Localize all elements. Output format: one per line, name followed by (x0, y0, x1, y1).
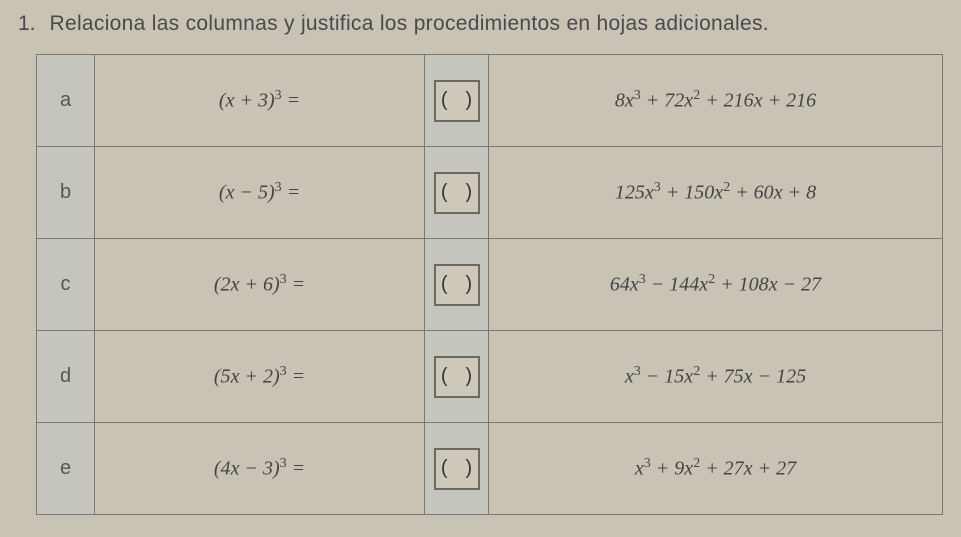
row-expression: (x − 5)3 = (95, 147, 425, 239)
paren-left: ( (441, 89, 448, 112)
instruction-text: Relaciona las columnas y justifica los p… (50, 12, 769, 36)
paren-right: ) (466, 181, 473, 204)
row-expression: (x + 3)3 = (95, 55, 425, 147)
row-label: d (37, 331, 95, 423)
paren-left: ( (441, 273, 448, 296)
row-label: a (37, 55, 95, 147)
answer-box-cell: ( ) (425, 423, 489, 515)
paren-left: ( (441, 365, 448, 388)
answer-box-cell: ( ) (425, 147, 489, 239)
table-row: d (5x + 2)3 = ( ) x3 − 15x2 + 75x − 125 (37, 331, 943, 423)
paren-right: ) (466, 89, 473, 112)
row-result: x3 + 9x2 + 27x + 27 (489, 423, 943, 515)
table-row: c (2x + 6)3 = ( ) 64x3 − 144x2 + 108x − … (37, 239, 943, 331)
row-result: x3 − 15x2 + 75x − 125 (489, 331, 943, 423)
row-label: e (37, 423, 95, 515)
answer-box-cell: ( ) (425, 239, 489, 331)
paren-left: ( (441, 181, 448, 204)
answer-box[interactable]: ( ) (434, 356, 480, 398)
exercise-table-body: a (x + 3)3 = ( ) 8x3 + 72x2 + 216x + 216… (37, 55, 943, 515)
paren-right: ) (466, 273, 473, 296)
answer-box[interactable]: ( ) (434, 264, 480, 306)
paren-right: ) (466, 365, 473, 388)
exercise-table: a (x + 3)3 = ( ) 8x3 + 72x2 + 216x + 216… (36, 54, 943, 515)
question-number: 1. (18, 12, 36, 36)
row-result: 64x3 − 144x2 + 108x − 27 (489, 239, 943, 331)
row-expression: (5x + 2)3 = (95, 331, 425, 423)
instruction-row: 1. Relaciona las columnas y justifica lo… (18, 12, 943, 36)
row-result: 8x3 + 72x2 + 216x + 216 (489, 55, 943, 147)
answer-box[interactable]: ( ) (434, 172, 480, 214)
paren-left: ( (441, 457, 448, 480)
row-result: 125x3 + 150x2 + 60x + 8 (489, 147, 943, 239)
answer-box-cell: ( ) (425, 55, 489, 147)
answer-box[interactable]: ( ) (434, 448, 480, 490)
answer-box[interactable]: ( ) (434, 80, 480, 122)
table-row: b (x − 5)3 = ( ) 125x3 + 150x2 + 60x + 8 (37, 147, 943, 239)
row-expression: (4x − 3)3 = (95, 423, 425, 515)
row-expression: (2x + 6)3 = (95, 239, 425, 331)
table-row: a (x + 3)3 = ( ) 8x3 + 72x2 + 216x + 216 (37, 55, 943, 147)
answer-box-cell: ( ) (425, 331, 489, 423)
row-label: c (37, 239, 95, 331)
table-row: e (4x − 3)3 = ( ) x3 + 9x2 + 27x + 27 (37, 423, 943, 515)
row-label: b (37, 147, 95, 239)
paren-right: ) (466, 457, 473, 480)
